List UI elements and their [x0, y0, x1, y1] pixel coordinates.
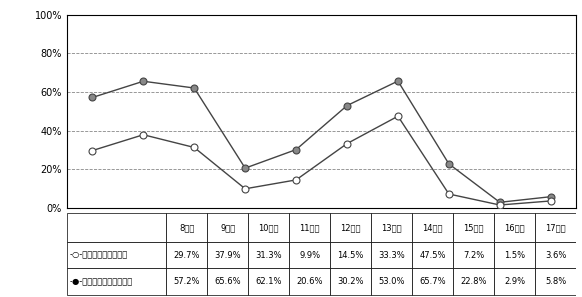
FancyBboxPatch shape — [453, 242, 494, 268]
Text: 53.0%: 53.0% — [378, 277, 405, 286]
FancyBboxPatch shape — [248, 268, 289, 295]
FancyBboxPatch shape — [67, 213, 166, 242]
FancyBboxPatch shape — [453, 213, 494, 242]
Text: 15年度: 15年度 — [463, 223, 484, 232]
FancyBboxPatch shape — [330, 242, 371, 268]
Text: 22.8%: 22.8% — [460, 277, 487, 286]
Text: 7.2%: 7.2% — [463, 251, 484, 260]
FancyBboxPatch shape — [494, 268, 535, 295]
FancyBboxPatch shape — [166, 242, 207, 268]
FancyBboxPatch shape — [67, 268, 166, 295]
FancyBboxPatch shape — [494, 242, 535, 268]
Text: 14年度: 14年度 — [423, 223, 443, 232]
FancyBboxPatch shape — [67, 242, 166, 268]
FancyBboxPatch shape — [412, 268, 453, 295]
Text: 31.3%: 31.3% — [255, 251, 282, 260]
FancyBboxPatch shape — [535, 213, 576, 242]
FancyBboxPatch shape — [330, 268, 371, 295]
FancyBboxPatch shape — [289, 213, 330, 242]
FancyBboxPatch shape — [166, 213, 207, 242]
FancyBboxPatch shape — [371, 268, 412, 295]
Text: 11年度: 11年度 — [300, 223, 320, 232]
FancyBboxPatch shape — [289, 268, 330, 295]
FancyBboxPatch shape — [535, 242, 576, 268]
Text: 9年度: 9年度 — [220, 223, 235, 232]
Text: 3.6%: 3.6% — [545, 251, 566, 260]
FancyBboxPatch shape — [248, 242, 289, 268]
Text: 37.9%: 37.9% — [214, 251, 241, 260]
FancyBboxPatch shape — [166, 268, 207, 295]
Text: 5.8%: 5.8% — [545, 277, 566, 286]
Text: -●-自動車排出ガス測定局: -●-自動車排出ガス測定局 — [69, 277, 133, 286]
Text: 9.9%: 9.9% — [299, 251, 320, 260]
Text: -○-一般環境大気測定局: -○-一般環境大気測定局 — [69, 251, 127, 260]
FancyBboxPatch shape — [412, 213, 453, 242]
Text: 17年度: 17年度 — [545, 223, 566, 232]
FancyBboxPatch shape — [494, 213, 535, 242]
FancyBboxPatch shape — [207, 242, 248, 268]
Text: 57.2%: 57.2% — [173, 277, 200, 286]
Text: 1.5%: 1.5% — [504, 251, 525, 260]
FancyBboxPatch shape — [330, 213, 371, 242]
Text: 33.3%: 33.3% — [378, 251, 405, 260]
FancyBboxPatch shape — [535, 268, 576, 295]
Text: 16年度: 16年度 — [505, 223, 525, 232]
FancyBboxPatch shape — [248, 213, 289, 242]
FancyBboxPatch shape — [207, 213, 248, 242]
Text: 8年度: 8年度 — [179, 223, 194, 232]
Text: 13年度: 13年度 — [381, 223, 402, 232]
Text: 29.7%: 29.7% — [173, 251, 200, 260]
Text: 65.7%: 65.7% — [420, 277, 446, 286]
FancyBboxPatch shape — [289, 242, 330, 268]
FancyBboxPatch shape — [453, 268, 494, 295]
FancyBboxPatch shape — [412, 242, 453, 268]
Text: 30.2%: 30.2% — [338, 277, 364, 286]
FancyBboxPatch shape — [371, 242, 412, 268]
Text: 47.5%: 47.5% — [420, 251, 446, 260]
Text: 65.6%: 65.6% — [214, 277, 241, 286]
Text: 20.6%: 20.6% — [296, 277, 323, 286]
Text: 12年度: 12年度 — [340, 223, 361, 232]
FancyBboxPatch shape — [207, 268, 248, 295]
Text: 14.5%: 14.5% — [338, 251, 364, 260]
Text: 62.1%: 62.1% — [255, 277, 282, 286]
FancyBboxPatch shape — [371, 213, 412, 242]
Text: 2.9%: 2.9% — [504, 277, 525, 286]
Text: 10年度: 10年度 — [258, 223, 279, 232]
